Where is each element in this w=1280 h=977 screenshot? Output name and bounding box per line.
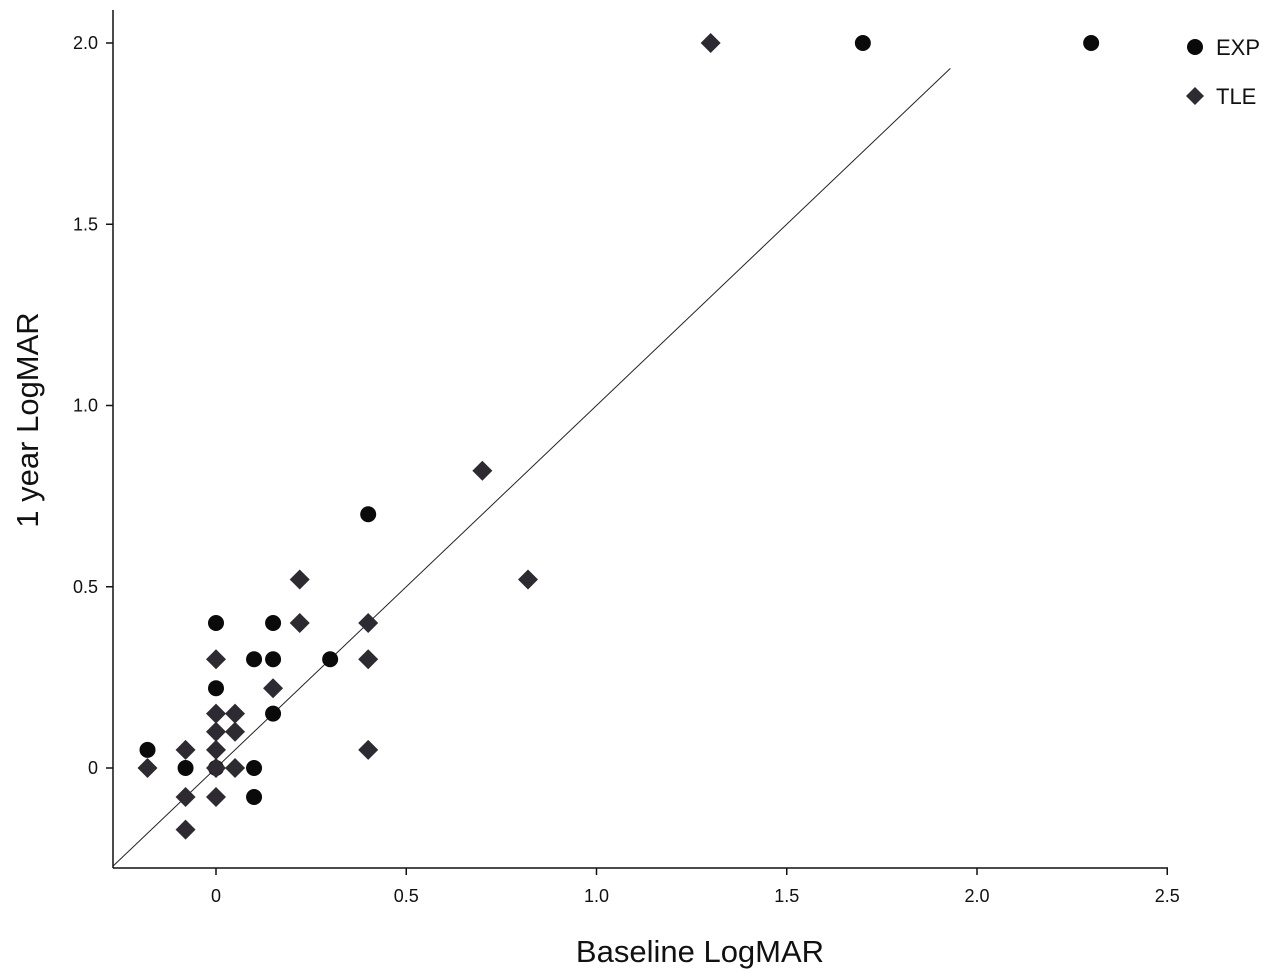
tle-point [206, 703, 226, 724]
tle-point [206, 739, 226, 760]
tle-point [206, 649, 226, 670]
legend-exp-marker [1187, 39, 1203, 55]
tle-point [358, 649, 379, 670]
exp-point [246, 789, 263, 805]
legend-item-exp: EXP [1187, 35, 1260, 60]
x-tick-label: 1.5 [774, 886, 799, 906]
tle-point [358, 613, 379, 633]
legend-item-tle: TLE [1186, 84, 1256, 109]
y-tick-label: 2.0 [73, 33, 98, 53]
tle-point [175, 787, 196, 807]
exp-point [177, 760, 194, 776]
tle-point [225, 758, 246, 778]
tle-point [137, 758, 158, 778]
exp-point [139, 741, 156, 758]
exp-point [208, 680, 224, 697]
tle-point [358, 739, 379, 760]
tle-point [175, 819, 196, 840]
y-tick-label: 0 [88, 758, 98, 778]
y-tick-label: 0.5 [73, 577, 98, 597]
x-tick-label: 2.0 [964, 886, 989, 906]
data-points [137, 33, 1100, 840]
tle-point [206, 787, 226, 807]
x-tick-label: 0.5 [394, 886, 419, 906]
tle-point [289, 613, 310, 633]
identity-reference-line [112, 68, 951, 867]
exp-point [360, 506, 377, 523]
tle-point [263, 678, 284, 699]
tle-point [175, 739, 196, 760]
exp-point [265, 615, 282, 631]
tle-point [700, 33, 721, 53]
y-axis-title: 1 year LogMAR [10, 312, 45, 527]
x-tick-label: 1.0 [584, 886, 609, 906]
tle-point [472, 460, 493, 481]
exp-point [246, 651, 263, 668]
exp-point [854, 35, 871, 51]
exp-point [322, 651, 339, 668]
legend-tle-marker [1186, 87, 1204, 105]
y-tick-label: 1.0 [73, 396, 98, 416]
axes: 0 0.5 1.0 1.5 2.0 2.5 0 0.5 1.0 1.5 2.0 [73, 10, 1180, 906]
exp-point [1083, 35, 1100, 51]
x-axis-title: Baseline LogMAR [576, 934, 824, 969]
exp-point [265, 651, 282, 668]
x-tick-label: 2.5 [1155, 886, 1180, 906]
x-tick-label: 0 [211, 886, 221, 906]
tle-point [225, 721, 246, 742]
legend-exp-label: EXP [1216, 35, 1260, 60]
tle-point [518, 569, 539, 590]
y-tick-label: 1.5 [73, 214, 98, 234]
x-ticks: 0 0.5 1.0 1.5 2.0 2.5 [211, 868, 1180, 906]
tle-point [206, 758, 226, 778]
exp-point [246, 760, 263, 776]
exp-point [265, 705, 282, 722]
legend-tle-label: TLE [1216, 84, 1256, 109]
tle-point [225, 703, 246, 724]
legend: EXP TLE [1186, 35, 1260, 109]
tle-point [206, 721, 226, 742]
exp-point [208, 615, 224, 631]
tle-point [289, 569, 310, 590]
y-ticks: 0 0.5 1.0 1.5 2.0 [73, 33, 113, 778]
